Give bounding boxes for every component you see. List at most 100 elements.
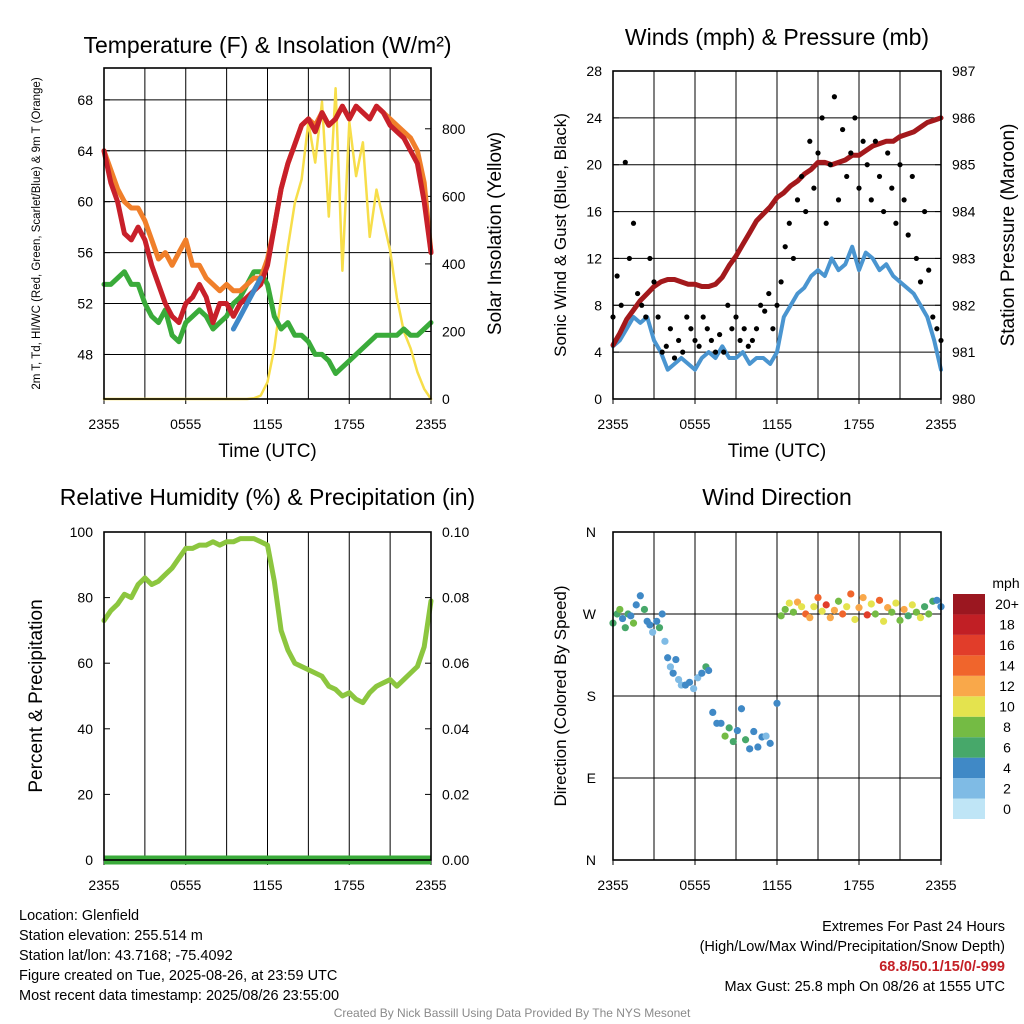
y-tick-label: 60 bbox=[77, 655, 93, 671]
gust-point bbox=[684, 314, 690, 320]
y-right-tick-label: 982 bbox=[952, 297, 976, 313]
y-tick-label: 0 bbox=[594, 391, 602, 407]
direction-point bbox=[750, 727, 758, 736]
gust-point bbox=[803, 208, 809, 215]
y-axis-label: Sonic Wind & Gust (Blue, Black) bbox=[551, 113, 570, 357]
gust-point bbox=[680, 349, 686, 355]
direction-point bbox=[621, 624, 629, 632]
recent-data-text: Most recent data timestamp: 2025/08/26 2… bbox=[19, 988, 340, 1004]
colorbar-label: 12 bbox=[999, 678, 1015, 694]
colorbar-swatch bbox=[953, 675, 985, 697]
gust-point bbox=[717, 331, 723, 338]
y-tick-label: 20 bbox=[586, 157, 602, 173]
gust-point bbox=[708, 337, 715, 344]
gust-point bbox=[712, 349, 719, 355]
gust-point bbox=[934, 326, 940, 332]
gust-point bbox=[872, 138, 879, 144]
direction-point bbox=[725, 724, 733, 732]
y-right-tick-label: 0.02 bbox=[442, 786, 469, 802]
x-tick-label: 1155 bbox=[252, 416, 282, 432]
gust-point bbox=[721, 349, 727, 355]
gust-point bbox=[622, 159, 628, 165]
y-axis-label: Direction (Colored By Speed) bbox=[551, 585, 570, 806]
direction-point bbox=[741, 736, 750, 744]
gust-point bbox=[741, 326, 747, 332]
direction-point bbox=[754, 743, 762, 751]
gust-point bbox=[618, 302, 624, 308]
series-line-hiwc bbox=[230, 275, 264, 332]
colorbar-swatch bbox=[953, 696, 985, 717]
direction-point bbox=[875, 596, 884, 604]
y-tick-label: 12 bbox=[586, 250, 602, 266]
colorbar-swatch bbox=[953, 798, 985, 819]
direction-point bbox=[908, 601, 916, 609]
gust-point bbox=[893, 220, 899, 226]
direction-point bbox=[640, 605, 649, 614]
direction-point bbox=[863, 611, 871, 619]
y-tick-label: 40 bbox=[77, 721, 93, 737]
gust-point bbox=[770, 326, 776, 332]
gust-point bbox=[930, 314, 936, 320]
y-right-tick-label: 0 bbox=[442, 391, 450, 407]
y-tick-label: E bbox=[587, 770, 596, 786]
gust-point bbox=[811, 185, 817, 191]
y-right-tick-label: 0.04 bbox=[442, 721, 469, 737]
y-tick-label: 68 bbox=[77, 92, 93, 108]
y-right-tick-label: 983 bbox=[952, 250, 976, 266]
gust-point bbox=[844, 173, 850, 180]
gust-point bbox=[786, 220, 792, 226]
gust-point bbox=[778, 279, 784, 285]
gust-point bbox=[651, 279, 657, 285]
y-tick-label: 24 bbox=[586, 110, 602, 126]
direction-point bbox=[705, 666, 713, 675]
direction-point bbox=[830, 606, 839, 614]
direction-point bbox=[896, 616, 904, 624]
wind-direction-panel: 2355 0555 1155 1755 2355 Wind Direction N E S W N D… bbox=[551, 484, 1020, 893]
x-tick-label: 0555 bbox=[679, 416, 710, 432]
gust-point bbox=[913, 255, 920, 262]
gust-point bbox=[852, 115, 858, 121]
y-axis-label: Percent & Precipitation bbox=[26, 599, 47, 792]
colorbar-label: 10 bbox=[999, 699, 1015, 715]
y-tick-label: W bbox=[583, 606, 597, 622]
direction-point bbox=[867, 600, 875, 608]
direction-point bbox=[661, 637, 669, 645]
series-line-t2m bbox=[101, 103, 434, 326]
direction-point bbox=[646, 621, 654, 629]
x-tick-label: 2355 bbox=[925, 877, 956, 893]
y-tick-label: 100 bbox=[70, 524, 94, 540]
direction-point bbox=[672, 655, 680, 664]
y-tick-label: 60 bbox=[77, 194, 93, 210]
x-tick-label: 1755 bbox=[334, 877, 365, 893]
x-tick-label: 2355 bbox=[88, 416, 119, 432]
y-tick-label: 56 bbox=[77, 245, 93, 261]
x-tick-label: 2355 bbox=[925, 416, 956, 432]
y-axis-label: 2m T, Td, HI/WC (Red, Green, Scarlet/Blu… bbox=[31, 77, 43, 389]
y-tick-label: 16 bbox=[586, 204, 602, 220]
gust-point bbox=[729, 326, 735, 332]
direction-point bbox=[669, 669, 677, 677]
colorbar-swatch bbox=[953, 737, 985, 758]
chart-title: Winds (mph) & Pressure (mb) bbox=[625, 24, 929, 50]
direction-point bbox=[843, 603, 851, 611]
gust-point bbox=[926, 267, 932, 273]
colorbar-label: 20+ bbox=[995, 596, 1019, 612]
gust-point bbox=[692, 337, 698, 344]
x-tick-label: 0555 bbox=[170, 416, 201, 432]
gust-point bbox=[794, 197, 801, 203]
gust-point bbox=[671, 355, 678, 361]
series-line-rh bbox=[101, 536, 434, 706]
credit-text: Created By Nick Bassill Using Data Provi… bbox=[333, 1006, 691, 1020]
y-tick-label: 20 bbox=[77, 786, 93, 802]
direction-point bbox=[777, 612, 785, 620]
x-tick-label: 2355 bbox=[597, 416, 628, 432]
direction-point bbox=[690, 685, 698, 693]
extremes-title: Extremes For Past 24 Hours bbox=[822, 919, 1005, 935]
direction-point bbox=[649, 628, 657, 636]
gust-point bbox=[835, 197, 842, 203]
extremes-subtitle: (High/Low/Max Wind/Precipitation/Snow De… bbox=[699, 939, 1005, 955]
direction-point bbox=[709, 708, 717, 717]
gust-point bbox=[639, 302, 645, 308]
direction-point bbox=[717, 719, 725, 727]
